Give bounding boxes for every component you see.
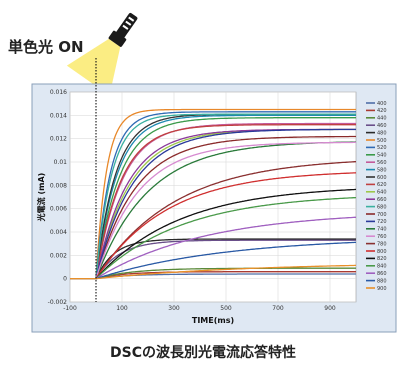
legend-label-580: 580 <box>377 167 387 173</box>
legend-label-880: 880 <box>377 278 387 284</box>
series-line-680 <box>70 113 356 280</box>
legend-label-620: 620 <box>377 182 387 188</box>
series-line-900 <box>70 264 356 280</box>
legend-label-480: 480 <box>377 130 387 136</box>
series-line-520 <box>70 111 356 280</box>
legend-label-740: 740 <box>377 227 387 233</box>
x-tick-label: 100 <box>116 305 128 312</box>
series-line-540 <box>70 117 356 280</box>
legend-label-600: 600 <box>377 175 387 181</box>
x-axis-label: TIME(ms) <box>192 316 234 325</box>
series-line-860 <box>70 216 356 280</box>
y-tick-label: 0.014 <box>50 112 67 119</box>
series-line-700 <box>70 135 356 280</box>
y-axis-label: 光電流 (mA) <box>36 173 46 223</box>
legend-label-500: 500 <box>377 138 387 144</box>
legend-label-780: 780 <box>377 241 387 247</box>
legend-label-860: 860 <box>377 271 387 277</box>
legend-label-540: 540 <box>377 153 387 159</box>
y-tick-label: -0.002 <box>48 299 68 306</box>
legend-label-840: 840 <box>377 264 387 270</box>
y-tick-label: 0.012 <box>50 136 67 143</box>
y-tick-label: 0.01 <box>54 159 68 166</box>
x-tick-label: 500 <box>220 305 232 312</box>
legend-label-760: 760 <box>377 234 387 240</box>
y-tick-label: 0.006 <box>50 206 67 213</box>
series-line-840 <box>70 196 357 280</box>
series-line-440 <box>70 267 356 280</box>
legend-label-660: 660 <box>377 197 387 203</box>
series-line-560 <box>70 122 356 280</box>
y-tick-label: 0.002 <box>50 252 67 259</box>
legend-label-820: 820 <box>377 256 387 262</box>
y-tick-label: 0.004 <box>50 229 67 236</box>
series-line-420 <box>70 271 356 280</box>
legend-label-460: 460 <box>377 123 387 129</box>
legend-label-900: 900 <box>377 286 387 292</box>
legend-label-800: 800 <box>377 249 387 255</box>
series-line-800 <box>70 172 357 280</box>
legend-label-560: 560 <box>377 160 387 166</box>
series-line-460 <box>70 239 356 280</box>
legend-label-640: 640 <box>377 190 387 196</box>
y-tick-label: 0.008 <box>50 182 67 189</box>
series-line-880 <box>70 241 356 280</box>
series-line-500 <box>70 108 356 280</box>
series-line-480 <box>70 238 356 280</box>
y-tick-label: 0 <box>63 276 67 283</box>
legend-label-700: 700 <box>377 212 387 218</box>
chart-caption: DSCの波長別光電流応答特性 <box>110 345 296 361</box>
flashlight-icon <box>66 12 138 96</box>
series-line-720 <box>70 128 356 280</box>
x-tick-label: 700 <box>272 305 284 312</box>
y-tick-label: 0.016 <box>50 89 67 96</box>
x-tick-label: 900 <box>324 305 336 312</box>
legend-label-400: 400 <box>377 101 387 107</box>
legend-label-720: 720 <box>377 219 387 225</box>
series-line-580 <box>70 114 356 280</box>
legend-label-520: 520 <box>377 145 387 151</box>
legend-label-420: 420 <box>377 108 387 114</box>
legend-label-440: 440 <box>377 116 387 122</box>
light-on-callout: 単色光 ON <box>8 38 84 56</box>
series-line-760 <box>70 141 356 280</box>
x-tick-label: 300 <box>168 305 180 312</box>
x-tick-label: -100 <box>63 305 77 312</box>
legend-label-680: 680 <box>377 204 387 210</box>
series-line-820 <box>70 188 357 280</box>
series-line-620 <box>70 124 356 280</box>
